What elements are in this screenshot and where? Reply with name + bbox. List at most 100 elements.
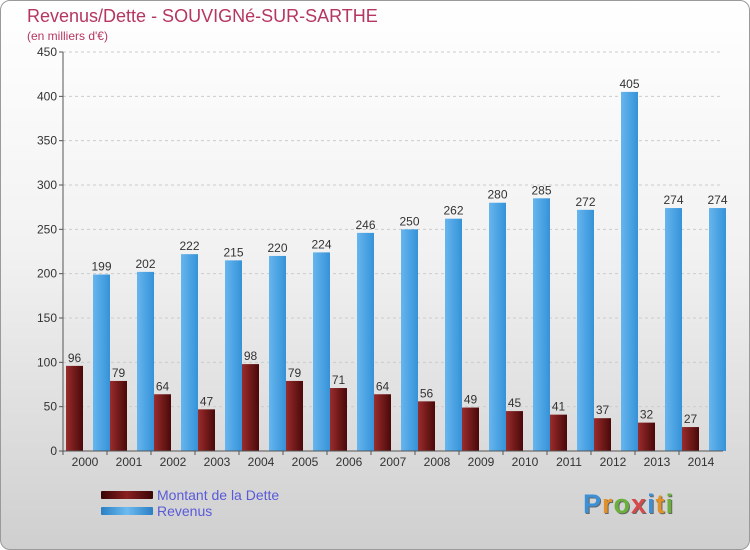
legend-swatch-dette [101,491,153,499]
bar-revenus [225,260,242,451]
y-tick-label: 250 [37,222,57,236]
bar-dette [418,401,435,451]
y-tick-label: 150 [37,311,57,325]
x-tick-label: 2003 [204,455,231,469]
bar-revenus [489,202,506,451]
grid-layer [63,51,723,452]
data-label: 272 [575,195,595,209]
x-tick-label: 2002 [160,455,187,469]
data-label: 215 [223,245,243,259]
x-tick-label: 2011 [556,455,582,469]
logo-letter: i [647,489,656,519]
bar-dette [594,418,611,451]
data-label: 79 [288,366,302,380]
data-label: 47 [200,394,214,408]
bar-dette [638,422,655,451]
y-tick-label: 400 [37,89,57,103]
data-label: 220 [267,241,287,255]
data-label: 250 [399,214,419,228]
x-tick-label: 2004 [248,455,275,469]
bar-revenus [709,208,726,451]
bar-revenus [357,232,374,451]
data-label: 202 [135,257,155,271]
bar-revenus [401,229,418,451]
bar-revenus [181,254,198,451]
x-tick-label: 2010 [512,455,539,469]
data-label: 41 [552,400,566,414]
y-tick-label: 200 [37,267,57,281]
data-label: 64 [376,379,390,393]
legend-label-revenus: Revenus [157,503,213,519]
x-tick-label: 2014 [688,455,715,469]
y-tick-label: 0 [50,444,57,458]
bar-revenus [93,274,110,451]
logo-letter: t [655,489,666,519]
data-label: 37 [596,403,610,417]
x-tick-label: 2008 [424,455,451,469]
x-tick-label: 2005 [292,455,319,469]
logo-letter: i [665,489,675,519]
x-tick-label: 2001 [116,455,143,469]
bar-dette [374,394,391,451]
data-label: 71 [332,373,346,387]
data-label: 246 [355,218,375,232]
data-label: 199 [91,260,111,274]
bar-dette [682,427,699,451]
x-tick-label: 2012 [600,455,627,469]
data-label: 49 [464,393,478,407]
bar-dette [66,365,83,451]
y-tick-label: 450 [37,45,57,59]
data-label: 96 [68,351,82,365]
bars-layer [66,91,726,452]
bar-revenus [313,252,330,451]
bar-dette [242,364,259,451]
proxiti-logo: Proxiti [583,489,674,520]
x-tick-label: 2009 [468,455,495,469]
bar-revenus [137,271,154,451]
bar-dette [462,407,479,451]
x-tick-label: 2013 [644,455,671,469]
data-label: 274 [707,193,727,207]
data-label: 64 [156,379,170,393]
bar-dette [286,380,303,451]
bar-dette [198,409,215,451]
data-label: 27 [684,412,698,426]
data-label: 98 [244,349,258,363]
data-label: 45 [508,396,522,410]
data-label: 285 [531,183,551,197]
chart-title: Revenus/Dette - SOUVIGNé-SUR-SARTHE [27,6,378,26]
chart-subtitle: (en milliers d'€) [27,29,108,43]
data-label: 224 [311,237,331,251]
bar-revenus [621,91,638,452]
logo-letter: x [631,489,648,519]
bar-revenus [269,255,286,451]
data-label: 405 [619,77,639,91]
y-tick-label: 350 [37,134,57,148]
bar-dette [154,394,171,451]
data-label: 274 [663,193,683,207]
x-tick-label: 2000 [72,455,99,469]
bar-dette [110,380,127,451]
y-tick-label: 50 [44,400,58,414]
bar-revenus [577,209,594,451]
y-tick-label: 100 [37,355,57,369]
bar-revenus [533,198,550,451]
legend-swatch-revenus [101,507,153,515]
data-label: 280 [487,188,507,202]
data-label: 222 [179,239,199,253]
logo-letter: o [613,489,632,519]
legend-label-dette: Montant de la Dette [157,487,280,503]
bar-revenus [445,218,462,451]
bar-dette [506,411,523,451]
data-label: 32 [640,408,654,422]
x-tick-label: 2007 [380,455,407,469]
data-label: 56 [420,386,434,400]
data-label: 262 [443,204,463,218]
y-tick-label: 300 [37,178,57,192]
bar-dette [330,388,347,451]
logo-letter: r [602,489,614,519]
bar-revenus [665,208,682,451]
data-label: 79 [112,366,126,380]
